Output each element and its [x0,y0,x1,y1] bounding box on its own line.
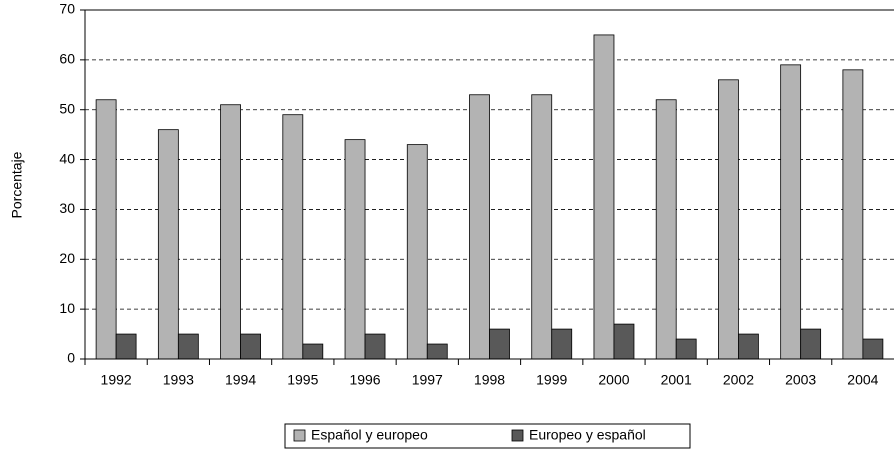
bar [220,104,241,360]
y-tick-label: 30 [59,200,75,216]
x-tick-label: 2004 [847,372,878,388]
bar [344,139,366,360]
x-tick-label: 1998 [474,372,505,388]
bar [282,114,304,360]
y-tick-label: 40 [59,150,75,166]
x-tick-label: 1994 [225,372,256,388]
x-tick-label: 1999 [536,372,567,388]
y-tick-label: 20 [59,250,75,266]
bar [593,34,615,360]
bar [718,79,739,360]
bar [780,64,802,360]
bar [738,333,759,360]
x-tick-label: 1995 [287,372,318,388]
bar [613,323,635,360]
x-tick-label: 2002 [723,372,754,388]
x-tick-label: 1997 [412,372,443,388]
bar [426,343,448,360]
y-tick-label: 0 [67,350,75,366]
x-tick-label: 1992 [101,372,132,388]
bar [800,328,822,360]
y-axis-label: Porcentaje [9,151,25,218]
legend-box [284,423,691,449]
x-tick-label: 2003 [785,372,816,388]
legend-label: Español y europeo [311,427,428,443]
bar [531,94,553,360]
bar [842,69,864,360]
bar [157,129,179,360]
x-tick-label: 2000 [598,372,629,388]
x-tick-label: 1996 [349,372,380,388]
bar [551,328,573,360]
bar [302,343,324,360]
bar [862,338,884,360]
bar [115,333,137,360]
bar [406,144,428,360]
bar [489,328,510,360]
bar [655,99,677,360]
legend-swatch [511,429,524,442]
legend-swatch [293,429,306,442]
y-tick-label: 60 [59,51,75,67]
legend-label: Europeo y español [529,427,646,443]
bar [364,333,386,360]
y-tick-label: 70 [59,1,75,17]
x-tick-label: 1993 [163,372,194,388]
y-tick-label: 10 [59,300,75,316]
y-tick-label: 50 [59,100,75,116]
bar [469,94,490,360]
x-tick-label: 2001 [661,372,692,388]
bar [177,333,199,360]
bar [95,99,117,360]
bar [240,333,261,360]
bar [675,338,697,360]
